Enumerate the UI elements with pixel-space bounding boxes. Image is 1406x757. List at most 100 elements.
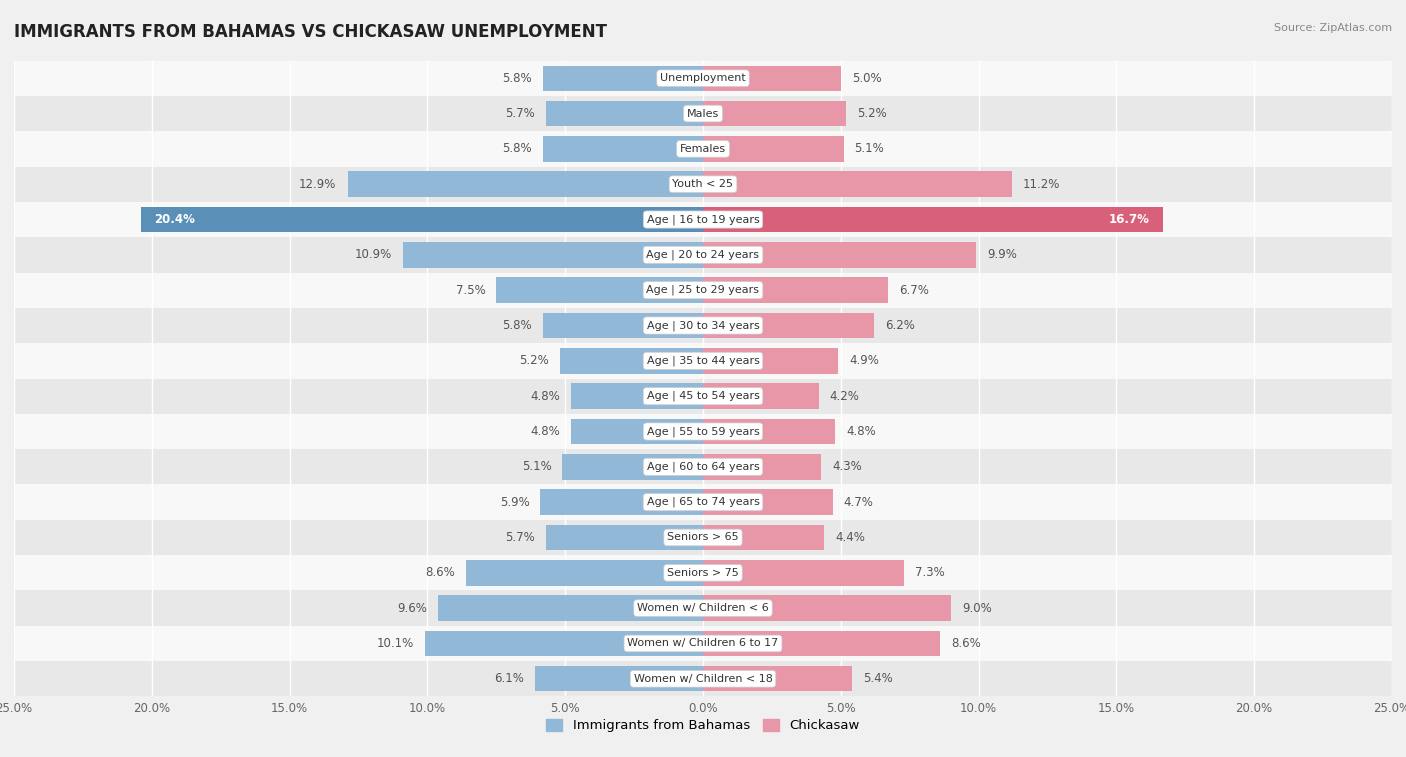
Text: 5.9%: 5.9% [499, 496, 530, 509]
Bar [543, 313, 703, 338]
Text: Females: Females [681, 144, 725, 154]
Bar [546, 525, 703, 550]
Text: 4.2%: 4.2% [830, 390, 859, 403]
Bar [703, 419, 835, 444]
Text: Women w/ Children < 6: Women w/ Children < 6 [637, 603, 769, 613]
Bar [543, 66, 703, 91]
Text: Age | 55 to 59 years: Age | 55 to 59 years [647, 426, 759, 437]
Bar [703, 348, 838, 373]
Text: Age | 35 to 44 years: Age | 35 to 44 years [647, 356, 759, 366]
Text: Age | 45 to 54 years: Age | 45 to 54 years [647, 391, 759, 401]
Bar [562, 454, 703, 479]
Text: 11.2%: 11.2% [1022, 178, 1060, 191]
Text: 12.9%: 12.9% [299, 178, 336, 191]
Bar [439, 596, 703, 621]
Bar [703, 560, 904, 585]
Bar [703, 242, 976, 267]
Text: 5.1%: 5.1% [855, 142, 884, 155]
Bar [141, 207, 703, 232]
Bar [14, 308, 1392, 343]
Bar [703, 207, 1163, 232]
Text: Seniors > 65: Seniors > 65 [668, 532, 738, 543]
Text: 5.2%: 5.2% [519, 354, 548, 367]
Text: 7.3%: 7.3% [915, 566, 945, 579]
Text: Unemployment: Unemployment [661, 73, 745, 83]
Text: 9.6%: 9.6% [398, 602, 427, 615]
Text: 6.1%: 6.1% [494, 672, 524, 685]
Text: Age | 30 to 34 years: Age | 30 to 34 years [647, 320, 759, 331]
Text: 5.8%: 5.8% [502, 319, 531, 332]
Bar [703, 101, 846, 126]
Text: Males: Males [688, 108, 718, 119]
Text: Youth < 25: Youth < 25 [672, 179, 734, 189]
Bar [14, 626, 1392, 661]
Bar [703, 384, 818, 409]
Text: 10.1%: 10.1% [377, 637, 413, 650]
Text: 9.9%: 9.9% [987, 248, 1017, 261]
Bar [14, 131, 1392, 167]
Bar [14, 449, 1392, 484]
Text: Age | 65 to 74 years: Age | 65 to 74 years [647, 497, 759, 507]
Text: Women w/ Children 6 to 17: Women w/ Children 6 to 17 [627, 638, 779, 649]
Bar [14, 555, 1392, 590]
Bar [14, 590, 1392, 626]
Bar [14, 484, 1392, 520]
Text: 5.4%: 5.4% [863, 672, 893, 685]
Text: 6.2%: 6.2% [884, 319, 915, 332]
Bar [703, 525, 824, 550]
Text: 5.2%: 5.2% [858, 107, 887, 120]
Bar [703, 136, 844, 161]
Text: IMMIGRANTS FROM BAHAMAS VS CHICKASAW UNEMPLOYMENT: IMMIGRANTS FROM BAHAMAS VS CHICKASAW UNE… [14, 23, 607, 41]
Bar [703, 172, 1012, 197]
Bar [534, 666, 703, 691]
Text: Age | 16 to 19 years: Age | 16 to 19 years [647, 214, 759, 225]
Bar [425, 631, 703, 656]
Bar [571, 384, 703, 409]
Bar [14, 202, 1392, 237]
Bar [402, 242, 703, 267]
Text: Age | 20 to 24 years: Age | 20 to 24 years [647, 250, 759, 260]
Text: 8.6%: 8.6% [425, 566, 456, 579]
Text: 5.0%: 5.0% [852, 72, 882, 85]
Bar [14, 237, 1392, 273]
Bar [703, 666, 852, 691]
Bar [14, 414, 1392, 449]
Text: 4.9%: 4.9% [849, 354, 879, 367]
Text: 4.8%: 4.8% [530, 390, 560, 403]
Text: Age | 25 to 29 years: Age | 25 to 29 years [647, 285, 759, 295]
Bar [14, 378, 1392, 414]
Text: 7.5%: 7.5% [456, 284, 485, 297]
Text: 4.7%: 4.7% [844, 496, 873, 509]
Text: 9.0%: 9.0% [962, 602, 991, 615]
Text: Women w/ Children < 18: Women w/ Children < 18 [634, 674, 772, 684]
Bar [496, 278, 703, 303]
Bar [465, 560, 703, 585]
Bar [14, 96, 1392, 131]
Bar [540, 490, 703, 515]
Bar [703, 596, 950, 621]
Bar [703, 631, 941, 656]
Text: 8.6%: 8.6% [950, 637, 981, 650]
Bar [14, 61, 1392, 96]
Text: Seniors > 75: Seniors > 75 [666, 568, 740, 578]
Bar [703, 490, 832, 515]
Bar [14, 273, 1392, 308]
Bar [703, 454, 821, 479]
Text: 5.8%: 5.8% [502, 142, 531, 155]
Bar [546, 101, 703, 126]
Text: 4.8%: 4.8% [846, 425, 876, 438]
Text: 16.7%: 16.7% [1108, 213, 1150, 226]
Text: 6.7%: 6.7% [898, 284, 928, 297]
Text: 5.7%: 5.7% [505, 531, 534, 544]
Bar [14, 520, 1392, 555]
Legend: Immigrants from Bahamas, Chickasaw: Immigrants from Bahamas, Chickasaw [541, 714, 865, 737]
Text: 5.8%: 5.8% [502, 72, 531, 85]
Text: Age | 60 to 64 years: Age | 60 to 64 years [647, 462, 759, 472]
Bar [14, 661, 1392, 696]
Text: 4.3%: 4.3% [832, 460, 862, 473]
Bar [571, 419, 703, 444]
Bar [703, 278, 887, 303]
Bar [14, 167, 1392, 202]
Text: Source: ZipAtlas.com: Source: ZipAtlas.com [1274, 23, 1392, 33]
Text: 20.4%: 20.4% [155, 213, 195, 226]
